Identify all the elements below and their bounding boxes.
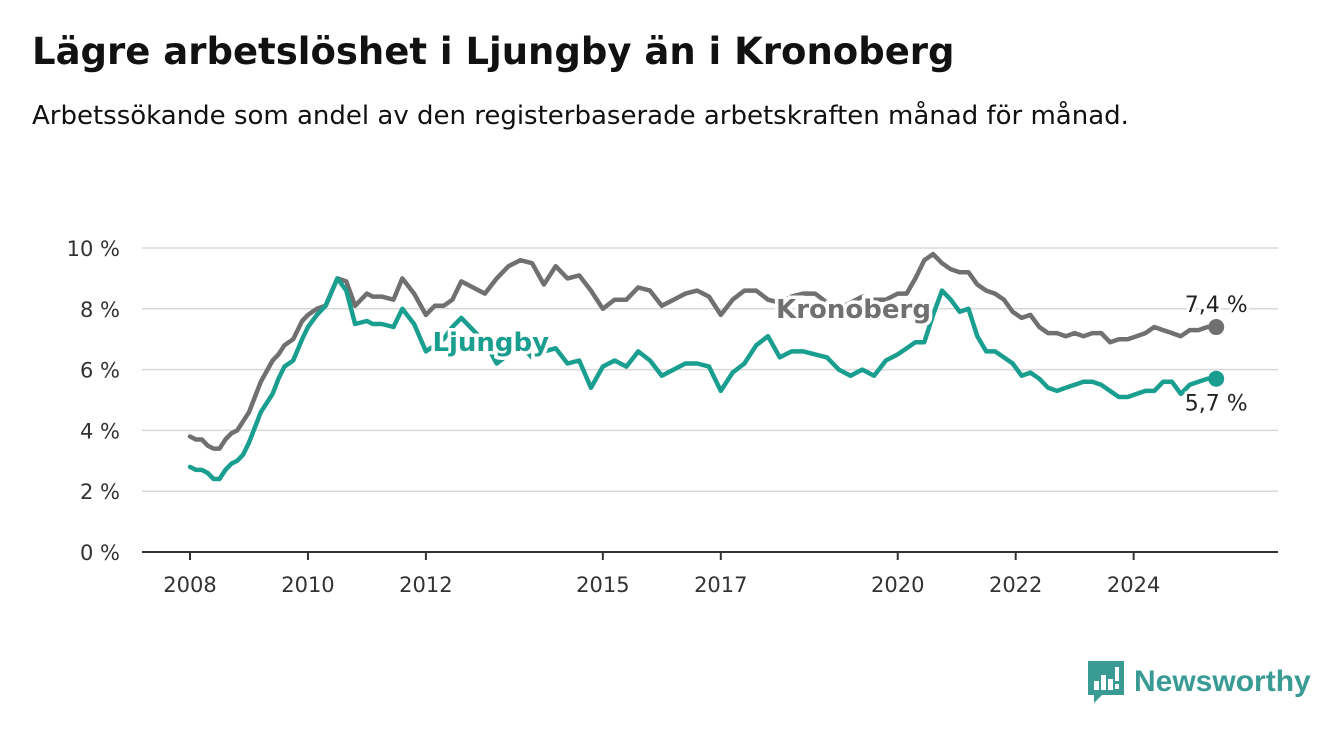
brand-name: Newsworthy [1134, 665, 1311, 698]
x-tick-label: 2017 [694, 573, 747, 597]
y-tick-label: 8 % [80, 298, 120, 322]
x-tick-label: 2015 [576, 573, 629, 597]
series-label-kronoberg: Kronoberg [776, 295, 931, 325]
brand-logo: Newsworthy [1088, 660, 1311, 704]
end-point-kronoberg [1208, 319, 1225, 336]
x-tick-label: 2008 [163, 573, 216, 597]
x-tick-label: 2010 [281, 573, 334, 597]
y-tick-label: 4 % [80, 419, 120, 443]
chart-subtitle: Arbetssökande som andel av den registerb… [32, 101, 1129, 131]
y-tick-label: 2 % [80, 480, 120, 504]
x-tick-label: 2024 [1107, 573, 1160, 597]
series-line-ljungby [187, 276, 1219, 482]
series-line-kronoberg [187, 251, 1219, 451]
end-label-ljungby: 5,7 % [1185, 392, 1248, 417]
y-tick-label: 10 % [67, 237, 120, 261]
series-label-ljungby: Ljungby [432, 328, 549, 358]
x-tick-label: 2020 [871, 573, 924, 597]
newsworthy-logo-icon [1088, 661, 1124, 703]
end-point-ljungby [1208, 370, 1225, 387]
chart-title: Lägre arbetslöshet i Ljungby än i Kronob… [32, 30, 955, 73]
x-tick-label: 2012 [399, 573, 452, 597]
end-label-kronoberg: 7,4 % [1185, 293, 1248, 318]
x-tick-label: 2022 [989, 573, 1042, 597]
y-tick-label: 0 % [80, 541, 120, 565]
y-tick-label: 6 % [80, 359, 120, 383]
